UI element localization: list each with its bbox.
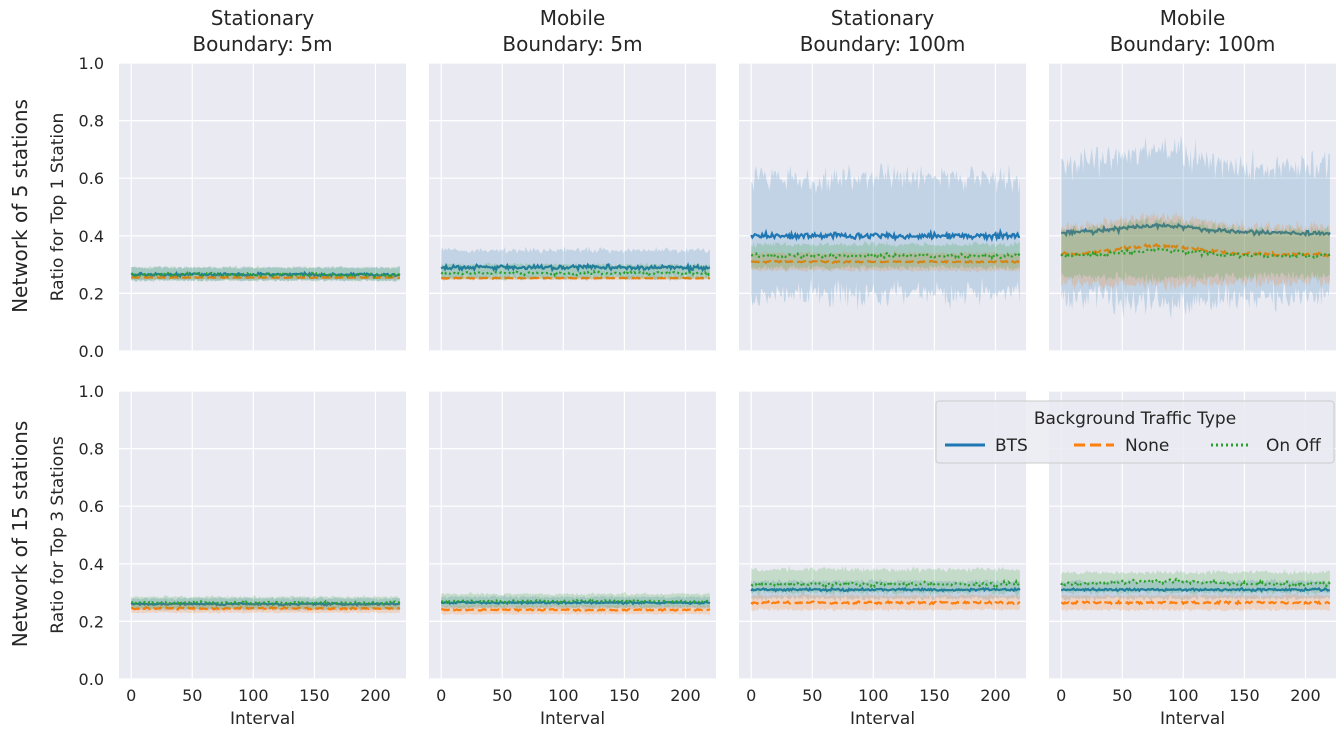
x-tick-label: 150	[609, 686, 640, 705]
y-tick-label: 0.4	[79, 555, 104, 574]
x-tick-label: 0	[436, 686, 446, 705]
confidence-band-on-off	[751, 566, 1020, 596]
y-tick-label: 0.0	[79, 342, 104, 361]
series-line-none	[1060, 242, 1331, 259]
confidence-band-on-off	[751, 241, 1020, 271]
x-axis-label: Interval	[1160, 709, 1225, 729]
x-tick-label: 100	[238, 686, 269, 705]
series-line-none	[130, 605, 401, 612]
row-title-top: Network of 5 stations	[8, 99, 32, 313]
x-tick-label: 150	[919, 686, 950, 705]
y-tick-label: 0.2	[79, 284, 104, 303]
series-line-none	[441, 276, 711, 280]
plot-area	[739, 63, 1026, 351]
y-tick-label: 1.0	[79, 54, 104, 73]
plot-area	[429, 391, 716, 679]
legend-title: Background Traffic Type	[1034, 409, 1236, 429]
legend-label-none: None	[1125, 436, 1169, 456]
y-axis-label: Ratio for Top 3 Stations	[48, 436, 68, 634]
series-line-none	[750, 259, 1021, 265]
x-tick-label: 200	[980, 686, 1011, 705]
x-tick-label: 100	[548, 686, 579, 705]
panel-title: Boundary: 5m	[192, 32, 332, 56]
series-line-on-off	[1060, 577, 1331, 589]
panel-1: 0.0 0.2 0.4 0.6 0.8 1.0 Ratio for Top 1 Statio…	[48, 6, 406, 361]
y-tick-label: 1.0	[79, 382, 104, 401]
panels-layer: 0.0 0.2 0.4 0.6 0.8 1.0 Ratio for Top 1 Statio…	[48, 6, 1336, 729]
y-tick-label: 0.2	[79, 612, 104, 631]
panel-title: Stationary	[211, 6, 315, 30]
legend-label-onoff: On Off	[1266, 436, 1322, 456]
y-tick-label: 0.0	[79, 670, 104, 689]
series-line-on-off	[130, 270, 401, 280]
x-axis-label: Interval	[230, 709, 295, 729]
x-tick-label: 150	[299, 686, 330, 705]
series-line-on-off	[131, 599, 401, 607]
series-line-bts	[1061, 221, 1331, 238]
confidence-band-on-off	[441, 262, 710, 282]
series-line-none	[441, 607, 711, 613]
x-tick-label: 0	[126, 686, 136, 705]
series-line-bts	[440, 599, 711, 606]
y-tick-label: 0.4	[79, 227, 104, 246]
series-line-none	[1061, 599, 1331, 606]
panel-title: Boundary: 100m	[800, 32, 966, 56]
panel-5: 0.0 0.2 0.4 0.6 0.8 1.0 0 50 100 150 200 Interval Ra…	[48, 382, 406, 729]
plot-area	[1049, 63, 1336, 351]
x-tick-label: 50	[182, 686, 202, 705]
panel-title: Mobile	[1160, 6, 1226, 30]
panel-6: 0 50 100 150 200 Interval	[429, 390, 716, 729]
x-tick-label: 200	[360, 686, 391, 705]
confidence-band-on-off	[441, 591, 710, 609]
y-axis-label: Ratio for Top 1 Station	[48, 113, 68, 302]
series-line-on-off	[1060, 247, 1331, 260]
panel-title: Boundary: 100m	[1110, 32, 1276, 56]
series-line-none	[750, 599, 1021, 606]
series-line-bts	[440, 262, 711, 274]
plot-area	[119, 391, 406, 679]
x-tick-label: 50	[802, 686, 822, 705]
x-tick-label: 100	[1168, 686, 1199, 705]
x-tick-label: 50	[1112, 686, 1132, 705]
x-tick-label: 200	[670, 686, 701, 705]
legend: Background Traffic Type BTS None On Off	[935, 400, 1335, 464]
series-line-bts	[130, 601, 401, 608]
x-tick-label: 0	[1056, 686, 1066, 705]
confidence-band-on-off	[131, 595, 400, 611]
x-tick-label: 150	[1229, 686, 1260, 705]
series-line-bts	[750, 586, 1021, 593]
x-tick-label: 200	[1290, 686, 1321, 705]
panel-title: Mobile	[540, 6, 606, 30]
confidence-band-on-off	[1061, 569, 1330, 596]
legend-frame	[935, 400, 1335, 464]
y-tick-label: 0.6	[79, 169, 104, 188]
y-tick-label: 0.8	[79, 440, 104, 459]
row-title-bottom: Network of 15 stations	[8, 421, 32, 648]
panel-title: Stationary	[831, 6, 935, 30]
series-line-bts	[1060, 586, 1331, 593]
y-tick-label: 0.6	[79, 497, 104, 516]
x-tick-label: 100	[858, 686, 889, 705]
plot-area	[119, 63, 406, 351]
x-tick-label: 50	[492, 686, 512, 705]
x-axis-label: Interval	[540, 709, 605, 729]
plot-area	[429, 63, 716, 351]
series-line-bts	[750, 227, 1020, 243]
x-tick-label: 0	[746, 686, 756, 705]
series-line-none	[131, 275, 400, 280]
series-line-on-off	[750, 251, 1021, 262]
legend-label-bts: BTS	[995, 436, 1028, 456]
x-axis-label: Interval	[850, 709, 915, 729]
panel-title: Boundary: 5m	[502, 32, 642, 56]
y-tick-label: 0.8	[79, 112, 104, 131]
